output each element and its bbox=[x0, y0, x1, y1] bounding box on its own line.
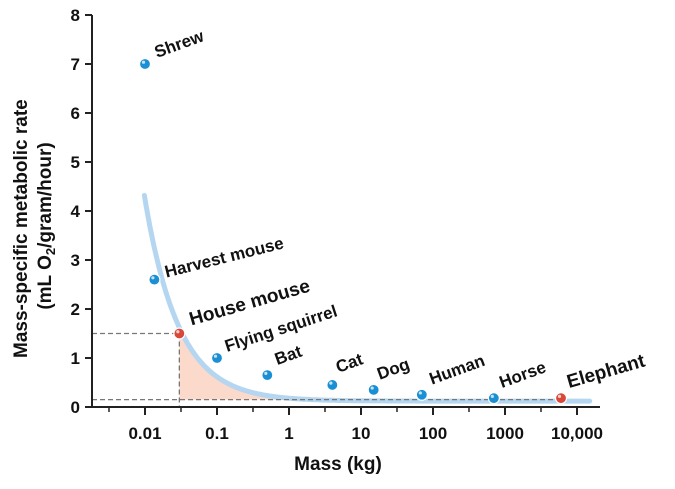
data-point-highlight bbox=[370, 386, 374, 390]
data-point-highlight bbox=[151, 276, 155, 280]
data-points-layer bbox=[138, 57, 568, 405]
y-tick-label: 0 bbox=[71, 398, 80, 417]
point-label-horse: Horse bbox=[497, 358, 549, 392]
y-axis-title-subscript: 2 bbox=[43, 248, 58, 255]
point-label-harvest-mouse: Harvest mouse bbox=[163, 234, 286, 282]
x-axis-title: Mass (kg) bbox=[294, 454, 382, 475]
y-axis-title-line1: Mass-specific metabolic rate bbox=[11, 99, 32, 358]
shaded-region-layer bbox=[179, 327, 562, 402]
y-tick-label: 5 bbox=[71, 153, 80, 172]
data-point-highlight bbox=[329, 381, 333, 385]
data-point-highlight bbox=[490, 394, 494, 398]
y-tick-label: 4 bbox=[71, 202, 81, 221]
data-point-horse bbox=[487, 392, 500, 405]
data-point-highlight bbox=[418, 391, 422, 395]
data-point-highlight bbox=[141, 60, 146, 64]
point-label-shrew: Shrew bbox=[152, 26, 207, 62]
data-point-marker bbox=[367, 383, 380, 396]
data-point-marker bbox=[210, 351, 224, 365]
data-point-marker bbox=[487, 392, 500, 405]
point-label-elephant: Elephant bbox=[565, 350, 649, 392]
y-axis-title-line2-pre: (mL O bbox=[35, 255, 56, 310]
data-point-marker bbox=[173, 327, 186, 340]
tick-layer: 0 1 2 3 4 5 6 7 8 0.01 0.1 1 10 100 1000 10,000 bbox=[71, 6, 603, 443]
data-point-marker bbox=[326, 378, 339, 392]
data-point-marker bbox=[415, 388, 428, 401]
point-label-cat: Cat bbox=[333, 349, 366, 376]
x-tick-label: 0.01 bbox=[128, 424, 161, 443]
y-axis-title-line2: (mL O2/gram/hour) bbox=[35, 142, 58, 309]
reference-lines-layer bbox=[92, 332, 562, 407]
y-tick-label: 2 bbox=[71, 300, 80, 319]
data-point-bat bbox=[261, 369, 274, 382]
x-tick-label: 1000 bbox=[486, 424, 524, 443]
data-point-highlight bbox=[176, 330, 180, 334]
point-label-human: Human bbox=[427, 351, 488, 389]
y-tick-label: 7 bbox=[71, 55, 80, 74]
data-point-highlight bbox=[264, 371, 268, 375]
data-point-marker bbox=[554, 392, 568, 405]
y-axis-title: Mass-specific metabolic rate (mL O2/gram… bbox=[11, 94, 58, 358]
y-tick-label: 8 bbox=[71, 6, 80, 25]
point-label-dog: Dog bbox=[375, 354, 413, 383]
data-point-harvest-mouse bbox=[148, 273, 161, 286]
data-point-highlight bbox=[557, 394, 562, 398]
y-tick-label: 3 bbox=[71, 251, 80, 270]
axes-layer bbox=[91, 15, 600, 408]
x-tick-label: 10 bbox=[352, 424, 371, 443]
point-label-bat: Bat bbox=[272, 342, 305, 369]
trend-curve-layer bbox=[141, 192, 593, 404]
shaded-area bbox=[179, 327, 562, 402]
data-point-human bbox=[415, 388, 428, 401]
x-tick-label: 0.1 bbox=[205, 424, 229, 443]
data-point-marker bbox=[138, 57, 152, 71]
data-point-elephant bbox=[554, 392, 568, 405]
y-tick-label: 6 bbox=[71, 104, 80, 123]
data-point-dog bbox=[367, 383, 380, 396]
data-point-flying-squirrel bbox=[210, 351, 224, 365]
data-point-marker bbox=[261, 369, 274, 382]
data-point-cat bbox=[326, 378, 339, 392]
data-point-house-mouse bbox=[173, 327, 186, 340]
data-point-shrew bbox=[138, 57, 152, 71]
y-tick-label: 1 bbox=[71, 349, 80, 368]
x-tick-label: 1 bbox=[284, 424, 293, 443]
y-axis-title-line2-post: /gram/hour) bbox=[35, 142, 56, 248]
x-tick-label: 10,000 bbox=[551, 424, 603, 443]
x-tick-label: 100 bbox=[419, 424, 447, 443]
data-point-highlight bbox=[213, 354, 218, 358]
trend-curve bbox=[141, 192, 593, 404]
data-point-marker bbox=[148, 273, 161, 286]
